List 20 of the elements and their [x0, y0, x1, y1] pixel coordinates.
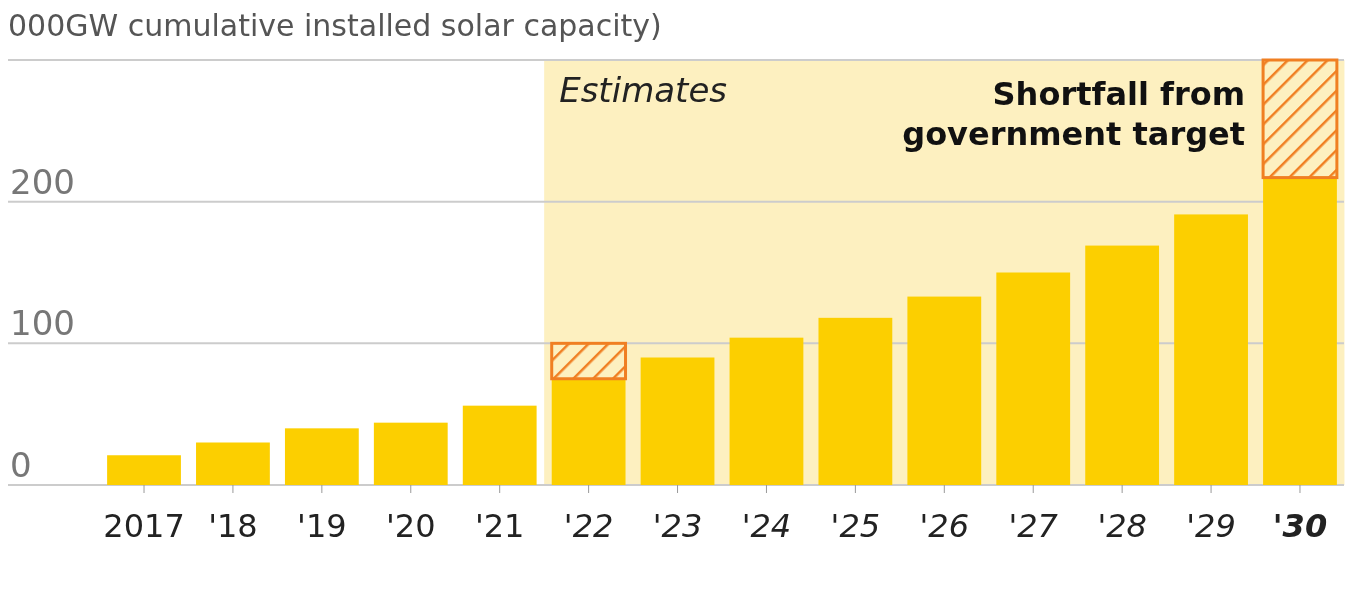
- x-tick-label: '25: [830, 507, 881, 545]
- y-tick-label: 200: [10, 161, 75, 202]
- series-label: Shortfall from government target: [902, 75, 1246, 153]
- band-label: Estimates: [559, 70, 728, 110]
- x-tick-label: 2017: [103, 507, 185, 545]
- x-tick-label: '23: [652, 507, 703, 545]
- x-tick-label: '19: [297, 507, 347, 545]
- x-tick-label: '27: [1008, 507, 1059, 545]
- x-tick-label: '18: [208, 507, 258, 545]
- x-tick-label: '30: [1272, 507, 1328, 545]
- x-tick-label: '22: [563, 507, 614, 545]
- x-tick-label: '21: [474, 507, 525, 545]
- x-tick-label: '20: [386, 507, 436, 545]
- x-tick-label: '29: [1186, 507, 1236, 545]
- y-tick-label: 100: [10, 303, 75, 344]
- x-tick-label: '24: [741, 507, 792, 545]
- x-tick-label: '26: [919, 507, 970, 545]
- y-tick-label: 0: [10, 445, 32, 485]
- chart-title: 000GW cumulative installed solar capacity): [8, 8, 662, 43]
- x-tick-label: '28: [1097, 507, 1147, 545]
